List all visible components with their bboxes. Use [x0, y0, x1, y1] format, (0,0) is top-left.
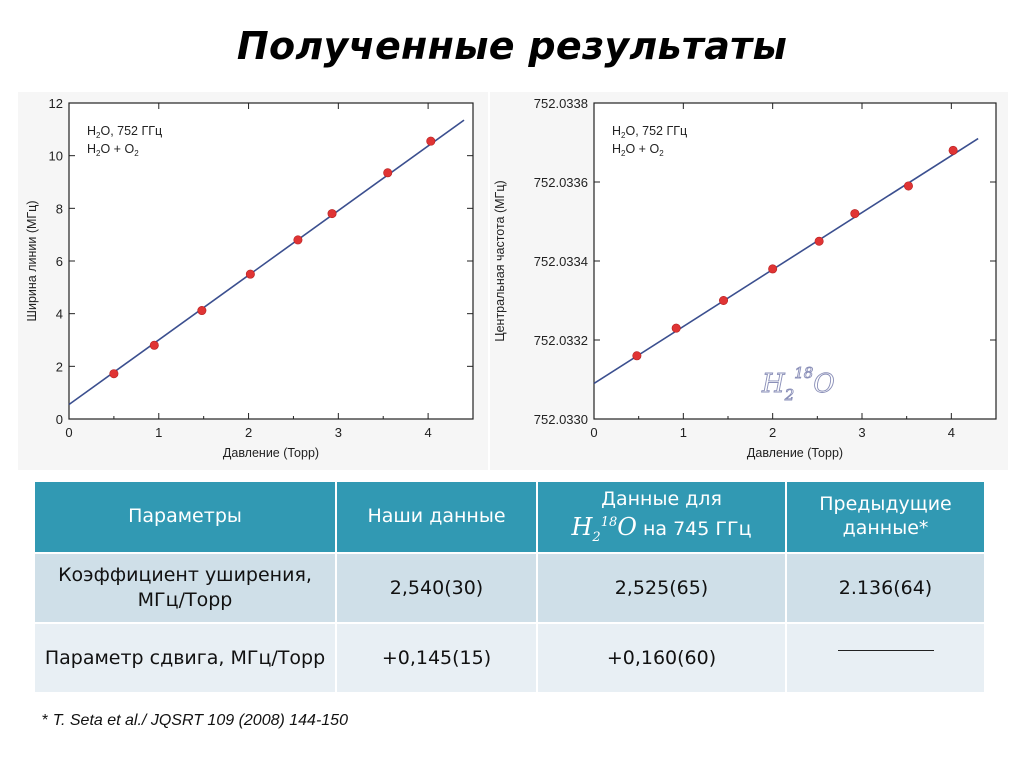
legend-line-2: H2O + O2 [87, 142, 139, 158]
footnote: * T. Seta et al./ JQSRT 109 (2008) 144-1… [42, 712, 348, 730]
header-isotope-data: Данные для H218O на 745 ГГц [536, 480, 787, 554]
linewidth-ytick-label: 2 [56, 359, 63, 374]
frequency-ytick-label: 752.0332 [534, 333, 588, 348]
linewidth-data-point [109, 369, 119, 379]
footnote-reference: T. Seta et al./ JQSRT 109 (2008) 144-150 [52, 712, 348, 729]
linewidth-data-point [426, 136, 436, 146]
frequency-ytick-label: 752.0330 [534, 412, 588, 427]
slide-title: Полученные результаты [236, 24, 788, 68]
linewidth-fit-line [68, 119, 465, 406]
frequency-plot-area [593, 102, 997, 420]
frequency-data-point [814, 236, 824, 246]
linewidth-data-point [327, 209, 337, 219]
frequency-data-point [632, 351, 642, 361]
chart-center-frequency-svg: 0 1 2 3 4 752.0330 752.0332 752.0334 752.0336 752… [493, 96, 997, 460]
cell-ours: +0,145(15) [335, 622, 538, 694]
linewidth-ytick-label: 6 [56, 254, 63, 269]
linewidth-data-point [149, 340, 159, 350]
frequency-xtick-label: 0 [590, 425, 597, 440]
linewidth-data-point [197, 306, 207, 316]
header-previous-data: Предыдущие данные* [785, 480, 986, 554]
linewidth-ytick-label: 10 [49, 149, 63, 164]
frequency-data-point [903, 181, 913, 191]
cell-iso: 2,525(65) [536, 552, 787, 624]
chart-linewidth-legend: H2O, 752 ГГц H2O + O2 [87, 124, 162, 158]
frequency-xtick-label: 1 [680, 425, 687, 440]
chart-center-frequency: 0 1 2 3 4 752.0330 752.0332 752.0334 752.0336 752… [490, 92, 1008, 470]
footnote-mark: * [42, 712, 49, 729]
linewidth-ytick-label: 4 [56, 307, 63, 322]
legend-line-1: H2O, 752 ГГц [612, 124, 687, 140]
no-data-dash [837, 649, 934, 651]
linewidth-xtick-label: 4 [424, 425, 431, 440]
chart-linewidth-xlabel: Давление (Торр) [223, 446, 319, 460]
linewidth-ytick-label: 8 [56, 201, 63, 216]
frequency-xtick-label: 3 [858, 425, 865, 440]
chart-frequency-ylabel: Центральная частота (МГц) [493, 180, 507, 341]
frequency-ytick-label: 752.0336 [534, 175, 588, 190]
linewidth-ytick-label: 0 [56, 412, 63, 427]
frequency-ytick-label: 752.0334 [534, 254, 588, 269]
linewidth-data-point [245, 269, 255, 279]
cell-param: Параметр сдвига, МГц/Торр [33, 622, 337, 694]
frequency-xtick-label: 2 [769, 425, 776, 440]
header-our-data: Наши данные [335, 480, 538, 554]
header-isotope-bottom: H218O на 745 ГГц [571, 512, 752, 545]
cell-prev-empty [785, 622, 986, 694]
cell-iso: +0,160(60) [536, 622, 787, 694]
chart-frequency-xlabel: Давление (Торр) [747, 446, 843, 460]
header-parameters: Параметры [33, 480, 337, 554]
linewidth-plot-area [68, 102, 474, 420]
legend-line-1: H2O, 752 ГГц [87, 124, 162, 140]
frequency-data-point [850, 209, 860, 219]
linewidth-xtick-label: 2 [245, 425, 252, 440]
frequency-fit-line [593, 137, 979, 385]
cell-prev: 2.136(64) [785, 552, 986, 624]
cell-ours: 2,540(30) [335, 552, 538, 624]
table-header-row: Параметры Наши данные Данные для H218O н… [33, 480, 986, 554]
frequency-data-point [948, 145, 958, 155]
chart-frequency-legend: H2O, 752 ГГц H2O + O2 [612, 124, 687, 158]
isotope-annotation: H218O [761, 364, 835, 404]
linewidth-data-point [293, 235, 303, 245]
linewidth-xtick-label: 1 [155, 425, 162, 440]
frequency-data-point [768, 264, 778, 274]
table-row: Параметр сдвига, МГц/Торр +0,145(15) +0,… [33, 622, 986, 694]
linewidth-data-point [383, 168, 393, 178]
cell-param: Коэффициент уширения, МГц/Торр [33, 552, 337, 624]
frequency-data-point [671, 323, 681, 333]
legend-line-2: H2O + O2 [612, 142, 664, 158]
linewidth-ytick-label: 12 [49, 96, 63, 111]
frequency-ytick-label: 752.0338 [534, 96, 588, 111]
frequency-data-point [719, 296, 729, 306]
linewidth-xtick-label: 0 [65, 425, 72, 440]
linewidth-xtick-label: 3 [335, 425, 342, 440]
frequency-xtick-label: 4 [948, 425, 955, 440]
header-isotope-top: Данные для [601, 488, 722, 511]
isotope-formula: H218O [571, 512, 637, 545]
table-row: Коэффициент уширения, МГц/Торр 2,540(30)… [33, 552, 986, 624]
chart-linewidth-ylabel: Ширина линии (МГц) [25, 201, 39, 322]
results-table: Параметры Наши данные Данные для H218O н… [33, 480, 986, 694]
chart-linewidth: 0 1 2 3 4 0 2 4 6 8 10 12 Давление (Торр) Ширина ли… [18, 92, 488, 470]
